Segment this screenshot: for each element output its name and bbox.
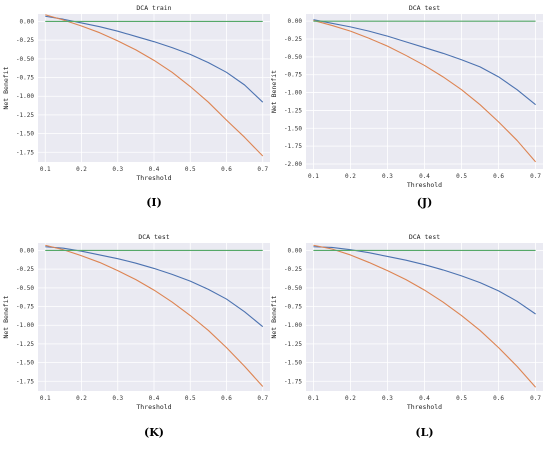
y-tick-label: -0.75 [284, 304, 302, 311]
y-tick-label: -1.00 [16, 93, 34, 100]
x-tick-label: 0.6 [221, 166, 232, 173]
y-tick-label: -1.50 [16, 360, 34, 367]
x-tick-label: 0.1 [308, 173, 319, 180]
y-tick-label: -1.75 [284, 378, 302, 385]
x-tick-label: 0.1 [40, 395, 51, 402]
x-tick-label: 0.4 [149, 395, 160, 402]
y-tick-label: -1.00 [16, 322, 34, 329]
y-tick-label: 0.00 [20, 247, 35, 254]
y-tick-label: -2.00 [284, 161, 302, 168]
y-tick-label: -1.25 [284, 107, 302, 114]
x-tick-label: 0.7 [257, 395, 268, 402]
chart-panel-1: 0.00 -0.25 -0.50 -0.75 -1.00 -1.25 -1.50 -1.75 -… [270, 4, 543, 209]
treat-all-curve [313, 19, 537, 163]
x-tick-label: 0.3 [382, 173, 393, 180]
y-tick-label: -0.25 [16, 266, 34, 273]
y-tick-label: -1.25 [16, 341, 34, 348]
panel-letter: (K) [144, 426, 164, 439]
y-tick-label: -0.75 [16, 75, 34, 82]
x-tick-label: 0.3 [112, 395, 123, 402]
x-tick-label: 0.2 [345, 395, 356, 402]
y-tick-label: -0.50 [16, 56, 34, 63]
panel-letter: (L) [415, 426, 433, 439]
x-tick-label: 0.3 [382, 395, 393, 402]
x-tick-label: 0.5 [456, 173, 467, 180]
y-tick-label: -1.25 [284, 341, 302, 348]
x-tick-label: 0.4 [419, 395, 430, 402]
y-axis-label: Net Benefit [2, 66, 10, 109]
treat-all-curve [45, 14, 264, 157]
x-tick-label: 0.7 [530, 173, 541, 180]
y-tick-label: -0.75 [284, 72, 302, 79]
x-tick-label: 0.6 [493, 173, 504, 180]
x-tick-label: 0.4 [419, 173, 430, 180]
y-tick-label: -1.00 [284, 322, 302, 329]
x-axis-label: Threshold [407, 403, 442, 411]
model-curve [45, 15, 264, 103]
x-tick-label: 0.3 [112, 166, 123, 173]
y-tick-label: -1.00 [284, 90, 302, 97]
x-tick-label: 0.5 [185, 166, 196, 173]
treat-all-curve [45, 244, 264, 387]
chart-title: DCA test [138, 233, 169, 241]
x-tick-label: 0.7 [257, 166, 268, 173]
panel-letter: (I) [146, 196, 162, 209]
x-axis-label: Threshold [136, 403, 171, 411]
y-tick-label: -1.25 [16, 112, 34, 119]
chart-panel-0: 0.00 -0.25 -0.50 -0.75 -1.00 -1.25 -1.50 -1.75 0… [2, 4, 270, 209]
x-tick-label: 0.2 [345, 173, 356, 180]
y-tick-label: 0.00 [288, 247, 303, 254]
x-tick-label: 0.2 [76, 166, 87, 173]
x-tick-label: 0.6 [493, 395, 504, 402]
y-tick-label: -1.75 [16, 378, 34, 385]
chart-title: DCA test [409, 4, 440, 12]
y-tick-label: -0.50 [284, 54, 302, 61]
chart-panel-3: 0.00 -0.25 -0.50 -0.75 -1.00 -1.25 -1.50 -1.75 0… [270, 233, 543, 439]
chart-title: DCA test [409, 233, 440, 241]
x-tick-label: 0.6 [221, 395, 232, 402]
y-tick-label: -1.50 [284, 125, 302, 132]
y-tick-label: -1.75 [284, 143, 302, 150]
treat-all-curve [313, 244, 537, 388]
x-tick-label: 0.2 [76, 395, 87, 402]
x-tick-label: 0.5 [456, 395, 467, 402]
y-tick-label: -1.75 [16, 149, 34, 156]
x-axis-label: Threshold [136, 174, 171, 182]
model-curve [45, 246, 264, 328]
y-tick-label: -0.75 [16, 304, 34, 311]
y-axis-label: Net Benefit [2, 295, 10, 338]
x-tick-label: 0.1 [308, 395, 319, 402]
x-tick-label: 0.1 [40, 166, 51, 173]
model-curve [313, 19, 536, 106]
x-tick-label: 0.7 [530, 395, 541, 402]
y-tick-label: -0.25 [16, 37, 34, 44]
y-tick-label: -0.25 [284, 266, 302, 273]
y-axis-label: Net Benefit [270, 295, 278, 338]
x-tick-label: 0.4 [149, 166, 160, 173]
y-tick-label: 0.00 [288, 18, 303, 25]
x-axis-label: Threshold [407, 181, 442, 189]
x-tick-label: 0.5 [185, 395, 196, 402]
chart-title: DCA train [136, 4, 171, 12]
y-tick-label: -1.50 [16, 131, 34, 138]
y-axis-label: Net Benefit [270, 70, 278, 113]
model-curve [313, 246, 536, 315]
y-tick-label: 0.00 [20, 18, 35, 25]
panel-letter: (J) [417, 196, 433, 209]
y-tick-label: -0.25 [284, 36, 302, 43]
chart-panel-2: 0.00 -0.25 -0.50 -0.75 -1.00 -1.25 -1.50 -1.75 0… [2, 233, 270, 439]
y-tick-label: -1.50 [284, 360, 302, 367]
y-tick-label: -0.50 [16, 285, 34, 292]
y-tick-label: -0.50 [284, 285, 302, 292]
